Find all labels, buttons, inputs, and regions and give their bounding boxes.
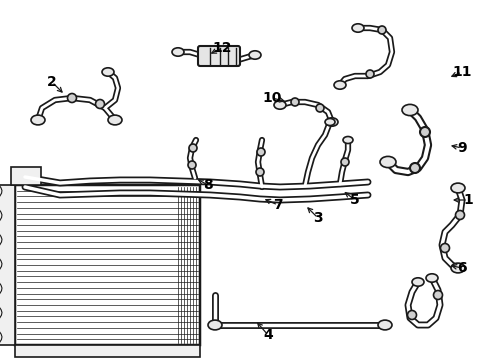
Ellipse shape	[108, 115, 122, 125]
Circle shape	[96, 99, 104, 108]
Circle shape	[68, 94, 76, 103]
Circle shape	[410, 163, 420, 173]
Circle shape	[434, 291, 442, 300]
Ellipse shape	[426, 274, 438, 282]
Circle shape	[378, 26, 386, 34]
Circle shape	[256, 168, 264, 176]
Text: 1: 1	[463, 193, 473, 207]
Text: 6: 6	[457, 261, 467, 275]
Bar	[0, 185, 15, 345]
Circle shape	[456, 211, 465, 220]
Ellipse shape	[334, 81, 346, 89]
Text: 4: 4	[263, 328, 273, 342]
Text: 2: 2	[47, 75, 57, 89]
Circle shape	[257, 148, 265, 156]
Ellipse shape	[325, 118, 335, 126]
Text: 8: 8	[203, 178, 213, 192]
Ellipse shape	[343, 136, 353, 144]
Circle shape	[366, 70, 374, 78]
Text: 7: 7	[273, 198, 283, 212]
Ellipse shape	[249, 51, 261, 59]
Bar	[11, 167, 41, 185]
Text: 5: 5	[350, 193, 360, 207]
Ellipse shape	[380, 156, 396, 168]
Ellipse shape	[274, 101, 286, 109]
FancyBboxPatch shape	[198, 46, 240, 66]
Bar	[15, 345, 200, 357]
Ellipse shape	[172, 48, 184, 56]
Circle shape	[316, 104, 324, 112]
Text: 11: 11	[452, 65, 472, 79]
Ellipse shape	[451, 263, 465, 273]
Circle shape	[441, 243, 449, 252]
Circle shape	[291, 98, 299, 106]
Text: 9: 9	[457, 141, 467, 155]
Circle shape	[188, 161, 196, 169]
Ellipse shape	[378, 320, 392, 330]
Text: 12: 12	[212, 41, 232, 55]
Ellipse shape	[31, 115, 45, 125]
Text: 10: 10	[262, 91, 282, 105]
Ellipse shape	[102, 68, 114, 76]
Ellipse shape	[326, 118, 338, 126]
Ellipse shape	[208, 320, 222, 330]
Ellipse shape	[412, 278, 424, 286]
Circle shape	[189, 144, 197, 152]
Circle shape	[420, 127, 430, 137]
Ellipse shape	[402, 104, 418, 116]
Bar	[15, 185, 200, 345]
Circle shape	[341, 158, 349, 166]
Text: 3: 3	[313, 211, 323, 225]
Ellipse shape	[352, 24, 364, 32]
Circle shape	[408, 310, 416, 320]
Ellipse shape	[451, 183, 465, 193]
